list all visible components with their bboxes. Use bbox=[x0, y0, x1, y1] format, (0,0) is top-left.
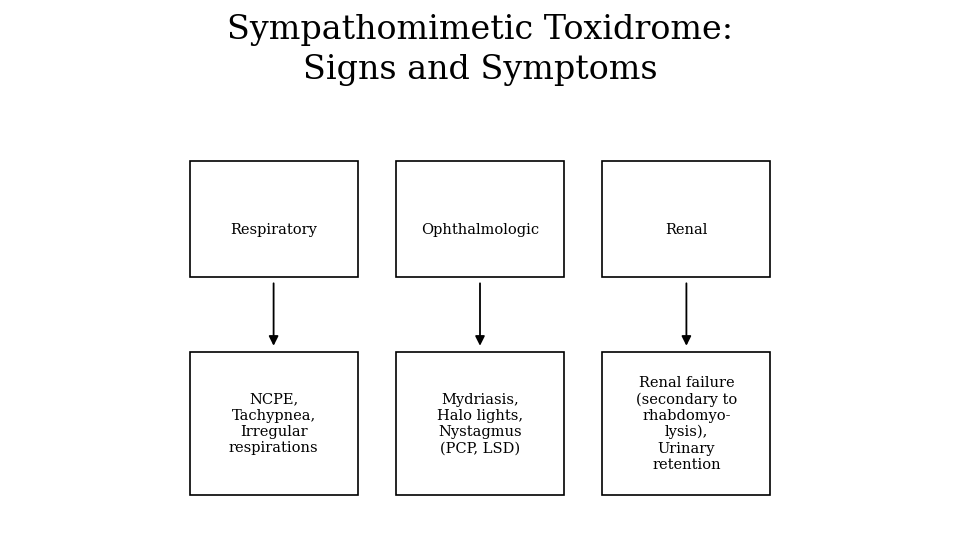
FancyBboxPatch shape bbox=[189, 160, 357, 276]
Text: Renal failure
(secondary to
rhabdomyo-
lysis),
Urinary
retention: Renal failure (secondary to rhabdomyo- l… bbox=[636, 376, 737, 472]
Text: Signs and Symptoms: Signs and Symptoms bbox=[302, 54, 658, 86]
Text: Renal: Renal bbox=[665, 224, 708, 237]
FancyBboxPatch shape bbox=[396, 352, 564, 496]
Text: Ophthalmologic: Ophthalmologic bbox=[420, 224, 540, 237]
Text: Mydriasis,
Halo lights,
Nystagmus
(PCP, LSD): Mydriasis, Halo lights, Nystagmus (PCP, … bbox=[437, 393, 523, 455]
FancyBboxPatch shape bbox=[603, 352, 770, 496]
FancyBboxPatch shape bbox=[189, 352, 357, 496]
Text: Respiratory: Respiratory bbox=[230, 224, 317, 237]
FancyBboxPatch shape bbox=[396, 160, 564, 276]
Text: NCPE,
Tachypnea,
Irregular
respirations: NCPE, Tachypnea, Irregular respirations bbox=[228, 393, 319, 455]
Text: Sympathomimetic Toxidrome:: Sympathomimetic Toxidrome: bbox=[227, 14, 733, 45]
FancyBboxPatch shape bbox=[603, 160, 770, 276]
